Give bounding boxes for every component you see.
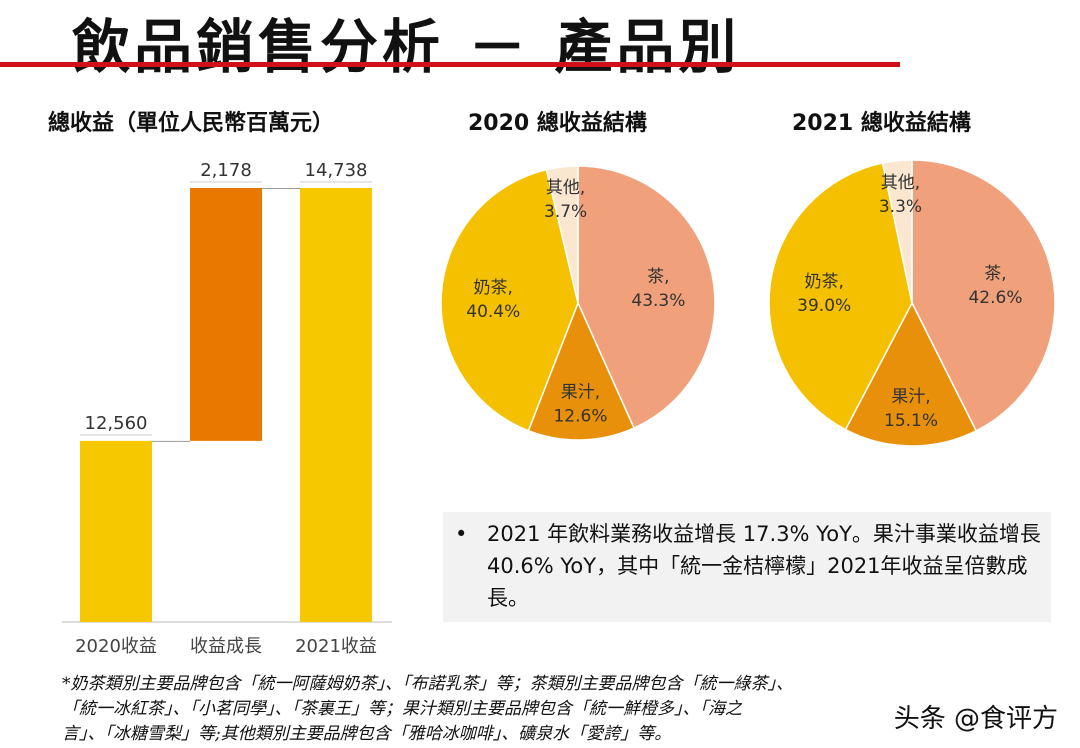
summary-text: 2021 年飲料業務收益增長 17.3% YoY。果汁事業收益增長40.6% Y… bbox=[487, 522, 1041, 610]
pie-2020-title: 2020 總收益結構 bbox=[468, 111, 647, 136]
watermark: 头条 @食评方 bbox=[893, 698, 1058, 735]
pie-2021-title: 2021 總收益結構 bbox=[792, 111, 971, 136]
data-label: 14,738 bbox=[305, 160, 368, 181]
pie-slice bbox=[881, 159, 913, 304]
slice-value-label: 3.3% bbox=[879, 197, 922, 217]
pie-slice bbox=[844, 301, 978, 447]
data-label: 2,178 bbox=[200, 160, 252, 181]
pie-slice bbox=[577, 165, 716, 430]
x-tick-label: 收益成長 bbox=[190, 636, 262, 657]
slice-value-label: 15.1% bbox=[884, 411, 938, 431]
slice-label: 果汁, bbox=[891, 387, 930, 407]
x-tick-label: 2020收益 bbox=[75, 636, 157, 657]
page-title: 飲品銷售分析 － 產品別 bbox=[72, 13, 741, 81]
slice-value-label: 40.4% bbox=[466, 302, 520, 322]
pie-slice bbox=[440, 168, 579, 432]
slice-value-label: 43.3% bbox=[631, 291, 685, 311]
pie-chart-2021: 茶, 42.6% 果汁, 15.1% 奶茶, 39.0% 其他, 3.3% bbox=[768, 159, 1056, 447]
bullet-mark: • bbox=[455, 522, 468, 546]
summary-box: • 2021 年飲料業務收益增長 17.3% YoY。果汁事業收益增長40.6%… bbox=[443, 512, 1051, 622]
footnote: *奶茶類別主要品牌包含「統一阿薩姆奶茶」、「布諾乳茶」等；茶類別主要品牌包含「統… bbox=[62, 672, 1062, 747]
bar-0 bbox=[80, 440, 152, 622]
slice-label: 茶, bbox=[647, 267, 669, 287]
waterfall-chart: 12,560 2020收益 2,178 收益成長 14,738 2021收益 bbox=[62, 160, 392, 657]
pie-slice bbox=[768, 162, 913, 431]
pie-slice bbox=[545, 165, 579, 304]
footnote-line: 言」、「冰糖雪梨」等;其他類別主要品牌包含「雅哈冰咖啡」、礦泉水「愛誇」等。 bbox=[62, 724, 672, 744]
slice-label: 其他, bbox=[546, 178, 585, 198]
bar-1 bbox=[190, 188, 262, 441]
title-underline bbox=[0, 62, 900, 67]
slice-value-label: 39.0% bbox=[797, 296, 851, 316]
pie-slice bbox=[527, 301, 635, 441]
slice-value-label: 42.6% bbox=[968, 288, 1022, 308]
footnote-line: *奶茶類別主要品牌包含「統一阿薩姆奶茶」、「布諾乳茶」等；茶類別主要品牌包含「統… bbox=[62, 674, 793, 694]
slice-label: 奶茶, bbox=[804, 272, 843, 292]
data-label: 12,560 bbox=[85, 413, 148, 434]
waterfall-title: 總收益（單位人民幣百萬元） bbox=[48, 111, 335, 136]
footnote-line: 「統一冰紅茶」、「小茗同學」、「茶裏王」等；果汁類別主要品牌包含「統一鮮橙多」、… bbox=[62, 699, 742, 719]
slice-label: 其他, bbox=[881, 173, 920, 193]
slice-label: 果汁, bbox=[561, 383, 600, 403]
slice-value-label: 12.6% bbox=[553, 407, 607, 427]
slice-label: 奶茶, bbox=[474, 278, 513, 298]
slice-value-label: 3.7% bbox=[544, 202, 587, 222]
bar-2 bbox=[300, 188, 372, 622]
x-tick-label: 2021收益 bbox=[295, 636, 377, 657]
pie-slice bbox=[911, 159, 1056, 432]
slice-label: 茶, bbox=[984, 264, 1006, 284]
pie-chart-2020: 茶, 43.3% 果汁, 12.6% 奶茶, 40.4% 其他, 3.7% bbox=[440, 165, 716, 441]
